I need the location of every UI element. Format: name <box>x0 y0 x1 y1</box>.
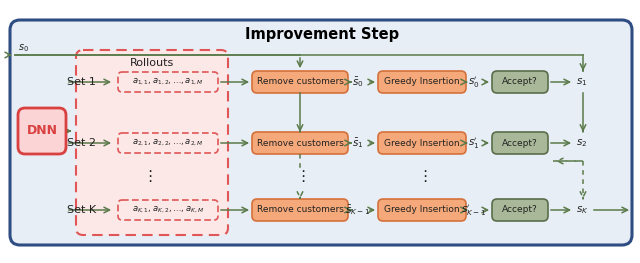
Text: $s_1'$: $s_1'$ <box>468 135 480 151</box>
Text: $\vdots$: $\vdots$ <box>417 168 427 184</box>
FancyBboxPatch shape <box>118 72 218 92</box>
Text: $s_0'$: $s_0'$ <box>468 74 480 90</box>
FancyBboxPatch shape <box>118 133 218 153</box>
Text: $\bar{s}_0$: $\bar{s}_0$ <box>352 75 364 89</box>
Text: $s_1$: $s_1$ <box>576 76 588 88</box>
Text: Accept?: Accept? <box>502 205 538 215</box>
Text: $a_{1,1}, a_{1,2}, \ldots, a_{1,M}$: $a_{1,1}, a_{1,2}, \ldots, a_{1,M}$ <box>132 77 204 87</box>
Text: Greedy Insertion: Greedy Insertion <box>384 78 460 87</box>
FancyBboxPatch shape <box>252 132 348 154</box>
Text: Remove customers: Remove customers <box>257 139 344 148</box>
Text: $\vdots$: $\vdots$ <box>142 168 152 184</box>
Text: Set 2: Set 2 <box>67 138 96 148</box>
FancyBboxPatch shape <box>10 20 632 245</box>
Text: $\vdots$: $\vdots$ <box>295 168 305 184</box>
Text: $\bar{s}_1$: $\bar{s}_1$ <box>352 136 364 150</box>
Text: $\bar{s}_{K-1}$: $\bar{s}_{K-1}$ <box>346 203 371 217</box>
Text: $a_{K,1}, a_{K,2}, \ldots, a_{K,M}$: $a_{K,1}, a_{K,2}, \ldots, a_{K,M}$ <box>132 205 204 215</box>
Text: $s_K$: $s_K$ <box>576 204 589 216</box>
FancyBboxPatch shape <box>252 71 348 93</box>
FancyBboxPatch shape <box>76 50 228 235</box>
FancyBboxPatch shape <box>492 71 548 93</box>
Text: Accept?: Accept? <box>502 78 538 87</box>
Text: $s_0$: $s_0$ <box>18 42 29 54</box>
Text: Remove customers: Remove customers <box>257 78 344 87</box>
Text: Set K: Set K <box>67 205 96 215</box>
Text: $s_2$: $s_2$ <box>576 137 588 149</box>
Text: Accept?: Accept? <box>502 139 538 148</box>
FancyBboxPatch shape <box>18 108 66 154</box>
FancyBboxPatch shape <box>492 199 548 221</box>
FancyBboxPatch shape <box>378 199 466 221</box>
FancyBboxPatch shape <box>252 199 348 221</box>
FancyBboxPatch shape <box>118 200 218 220</box>
Text: Greedy Insertion: Greedy Insertion <box>384 205 460 215</box>
FancyBboxPatch shape <box>492 132 548 154</box>
Text: Improvement Step: Improvement Step <box>245 28 399 43</box>
Text: Rollouts: Rollouts <box>130 58 174 68</box>
Text: Remove customers: Remove customers <box>257 205 344 215</box>
Text: Greedy Insertion: Greedy Insertion <box>384 139 460 148</box>
Text: $s_{K-1}'$: $s_{K-1}'$ <box>461 202 486 218</box>
FancyBboxPatch shape <box>378 71 466 93</box>
Text: $a_{2,1}, a_{2,2}, \ldots, a_{2,M}$: $a_{2,1}, a_{2,2}, \ldots, a_{2,M}$ <box>132 138 204 148</box>
Text: Set 1: Set 1 <box>67 77 96 87</box>
Text: DNN: DNN <box>26 124 58 138</box>
FancyBboxPatch shape <box>378 132 466 154</box>
